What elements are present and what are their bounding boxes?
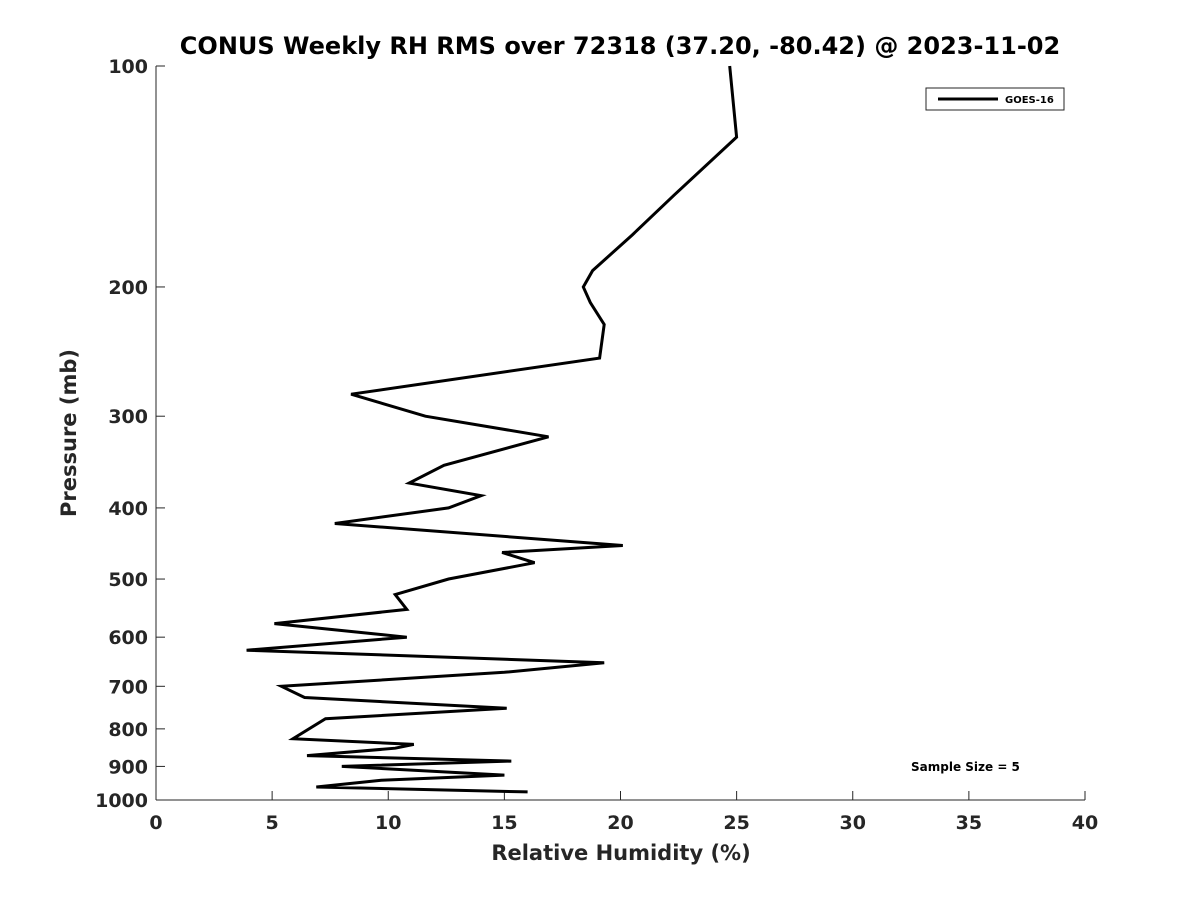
legend: GOES-16	[925, 87, 1065, 111]
chart-title: CONUS Weekly RH RMS over 72318 (37.20, -…	[180, 32, 1060, 60]
x-tick-label: 40	[1072, 812, 1098, 834]
x-tick-label: 5	[266, 812, 279, 834]
y-tick-label: 800	[108, 719, 148, 741]
series-layer	[246, 65, 739, 794]
y-tick-label: 200	[108, 277, 148, 299]
y-tick-label: 500	[108, 569, 148, 591]
legend-label: GOES-16	[1005, 95, 1054, 106]
x-tick-label: 25	[723, 812, 749, 834]
y-tick-label: 1000	[95, 790, 148, 812]
x-tick-label: 20	[607, 812, 633, 834]
x-tick-label: 10	[375, 812, 401, 834]
x-axis-label: Relative Humidity (%)	[491, 841, 750, 865]
y-tick-label: 600	[108, 627, 148, 649]
x-tick-label: 0	[149, 812, 162, 834]
x-axis-ticks: 0 5 10 15 20 25 30 35 40	[149, 791, 1098, 834]
plot-area	[156, 66, 1085, 800]
y-tick-label: 700	[108, 676, 148, 698]
y-tick-label: 300	[108, 406, 148, 428]
y-tick-label: 100	[108, 56, 148, 78]
x-tick-label: 30	[840, 812, 866, 834]
y-axis-ticks: 100 200 300 400 500 600 700 800 900 1000	[95, 56, 165, 812]
y-tick-label: 900	[108, 756, 148, 778]
y-axis-label: Pressure (mb)	[57, 349, 81, 517]
series-line-goes-16	[246, 65, 739, 794]
sample-size-annotation: Sample Size = 5	[911, 760, 1020, 774]
x-tick-label: 35	[956, 812, 982, 834]
y-tick-label: 400	[108, 498, 148, 520]
x-tick-label: 15	[491, 812, 517, 834]
